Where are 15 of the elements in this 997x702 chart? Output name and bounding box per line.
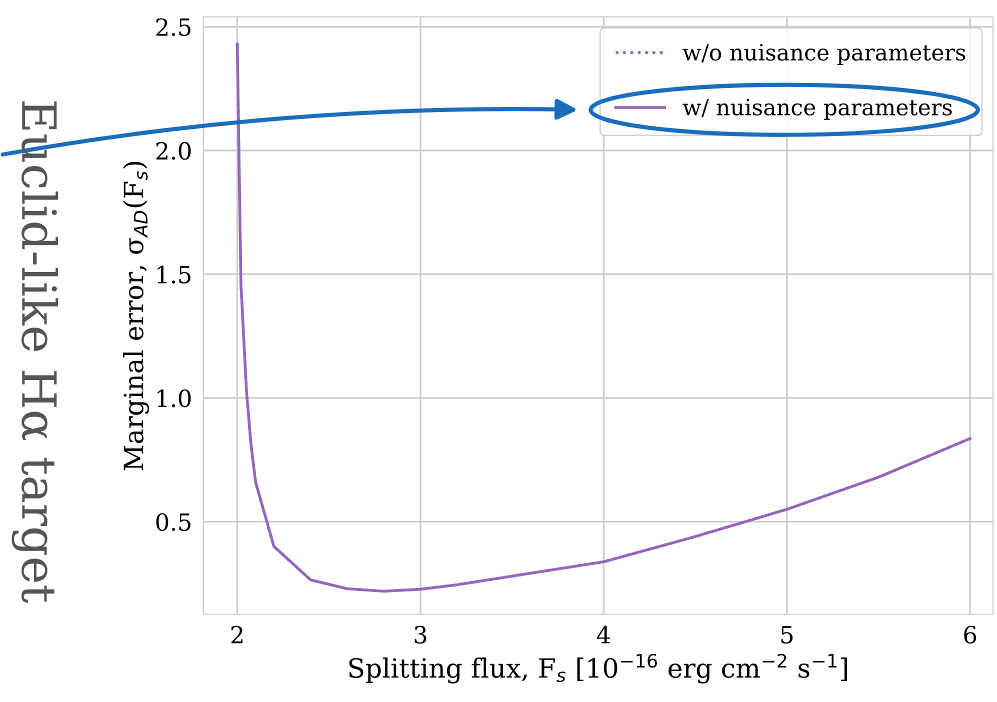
x-tick-label: 2	[231, 626, 242, 644]
x-tick-label: 6	[964, 626, 976, 644]
y-axis-title: Marginal error, σ$_{AD}$(F$_{s}$)	[123, 162, 149, 470]
y-tick-label: 2.0	[156, 142, 191, 160]
y-tick-label: 2.5	[156, 18, 190, 36]
x-tick-label: 3	[414, 626, 426, 644]
y-tick-label: 1.5	[158, 266, 190, 284]
y-tick-label: 0.5	[156, 513, 190, 531]
text: Splitting flux, F$_{s}$ [10$^{−16}$ erg cm$^{−2}$ s$^{−1}$]	[349, 654, 847, 684]
x-tick-label: 4	[596, 626, 610, 644]
y-tick-label: 1.0	[158, 389, 191, 408]
legend-label: w/ nuisance parameters	[682, 98, 952, 120]
x-tick-label: 5	[781, 626, 793, 644]
text: Euclid-like Hα target	[12, 101, 58, 603]
legend-label: w/o nuisance parameters	[682, 44, 966, 66]
